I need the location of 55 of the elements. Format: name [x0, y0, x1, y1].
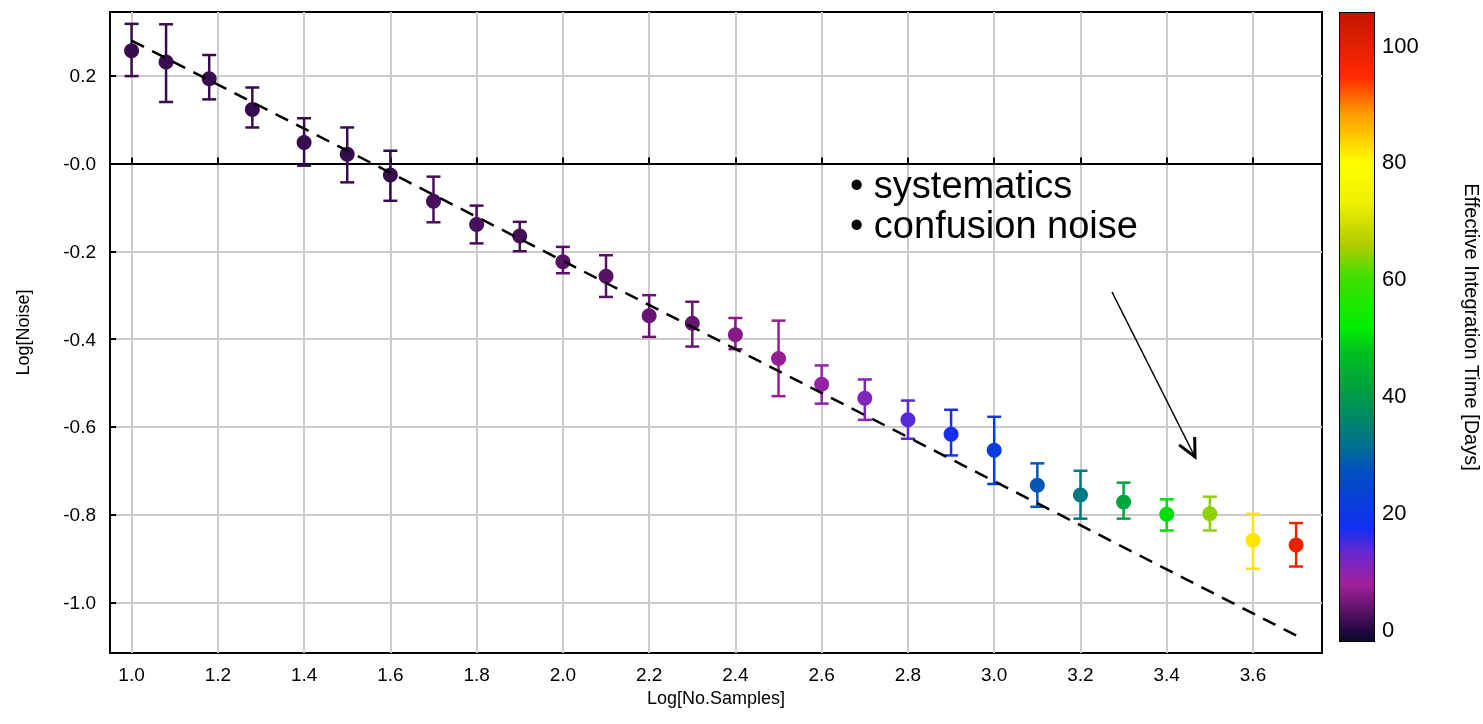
x-tick-label: 3.2 [1067, 664, 1094, 685]
x-tick-label: 2.6 [808, 664, 835, 685]
y-tick-label: -0.4 [63, 328, 97, 350]
point [1159, 506, 1175, 522]
point [900, 412, 916, 428]
color-bar-label: 0 [1382, 616, 1395, 642]
point [1245, 532, 1261, 548]
x-tick-label: 3.4 [1153, 664, 1181, 685]
y-tick-label: -0.8 [63, 504, 96, 526]
x-tick-label: 1.6 [377, 664, 404, 685]
x-tick-label: 1.2 [204, 664, 232, 685]
y-tick-label: 0.2 [69, 65, 96, 87]
color-bar-label: 20 [1382, 499, 1407, 525]
point [426, 193, 441, 209]
point [814, 376, 830, 392]
point [1202, 506, 1218, 522]
x-tick-label: 1.8 [463, 664, 490, 685]
point [1072, 487, 1088, 503]
point [296, 134, 312, 150]
point [986, 442, 1002, 458]
y-tick-label: -0.2 [63, 240, 96, 262]
x-tick-label: 2.4 [722, 664, 750, 685]
point [469, 217, 485, 232]
color-bar-label: 80 [1382, 149, 1407, 175]
x-tick-label: 1.4 [290, 664, 318, 685]
point [124, 43, 140, 59]
point [1029, 477, 1045, 493]
y-tick-label: -0.0 [63, 152, 96, 174]
point [1288, 537, 1304, 553]
point [771, 350, 787, 366]
x-tick-label: 2.2 [635, 664, 663, 685]
x-axis-title: Log[No.Samples] [646, 687, 786, 708]
annotation: • systematics • confusion noise [850, 164, 1138, 246]
y-tick-label: -1.0 [63, 592, 96, 614]
x-tick-label: 2.8 [894, 664, 922, 685]
color-bar-title: Effective Integration Time [Days] [1461, 183, 1483, 471]
color-bar-label: 100 [1382, 32, 1419, 58]
point [512, 228, 528, 244]
point [244, 101, 260, 117]
color-bar-label: 40 [1382, 383, 1407, 409]
point [641, 308, 657, 324]
point [158, 54, 174, 70]
point [943, 426, 959, 442]
x-tick-label: 3.6 [1239, 664, 1267, 685]
point [727, 327, 743, 343]
point [1116, 494, 1132, 510]
x-tick-label: 2.0 [549, 664, 577, 685]
point [598, 268, 614, 284]
x-tick-label: 1.0 [118, 664, 145, 685]
y-tick-label: -0.6 [63, 416, 96, 438]
point [857, 390, 873, 406]
x-tick-label: 3.0 [980, 664, 1008, 685]
y-axis-title: Log[Noise] [13, 289, 33, 376]
point [201, 71, 217, 87]
color-bar-label: 60 [1382, 266, 1407, 292]
